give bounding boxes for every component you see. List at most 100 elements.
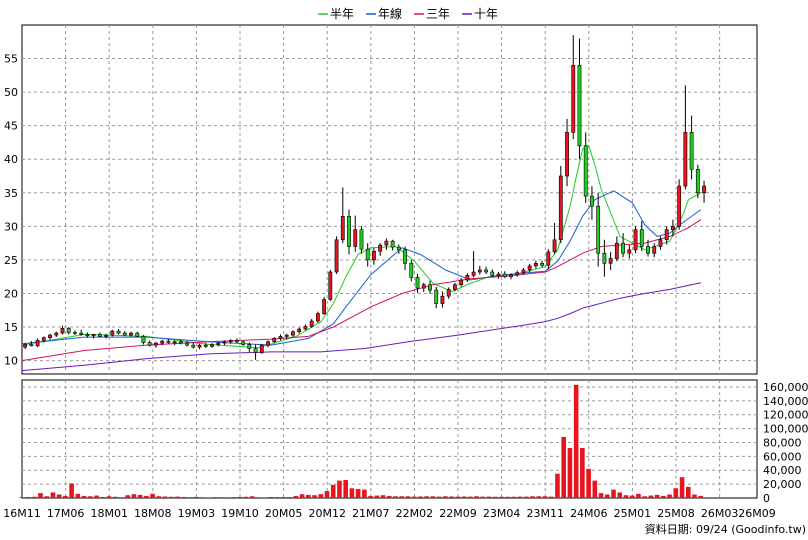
ma-line-2 [21,219,702,362]
candle-body-2 [35,340,40,347]
volume-bar-41 [274,497,280,498]
candle-body-77 [502,273,507,277]
candle-body-108 [695,168,700,194]
candle-body-68 [446,289,451,297]
candle-body-46 [309,320,314,327]
volume-bar-17 [125,495,130,498]
ma-line-1 [21,190,702,346]
volume-bar-87 [561,436,566,498]
x-tick-label-9: 22M02 [396,507,434,520]
volume-bar-0 [19,497,25,498]
volume-bar-105 [673,488,679,498]
volume-bar-108 [692,494,697,498]
volume-bar-71 [461,496,467,498]
volume-bar-107 [685,486,691,498]
price-tick-label-3: 25 [4,254,18,267]
candle-body-85 [552,239,557,253]
volume-bar-32 [218,497,224,498]
volume-bar-62 [405,496,411,498]
volume-bar-94 [604,494,610,498]
candle-body-35 [241,341,246,345]
candle-body-93 [602,252,607,264]
volume-bar-82 [530,496,535,498]
candle-body-54 [359,229,364,250]
volume-bar-27 [187,497,193,498]
volume-bar-109 [698,495,704,498]
price-tick-label-7: 45 [4,120,18,133]
volume-bar-1 [25,496,31,498]
x-tick-label-0: 16M11 [3,507,41,520]
candle-body-81 [527,265,532,271]
volume-bars [19,384,704,498]
volume-bar-50 [330,484,336,498]
volume-bar-95 [611,489,616,498]
candle-body-104 [671,226,675,231]
candle-body-20 [147,342,152,346]
candle-body-48 [322,299,326,314]
candle-body-42 [284,334,289,337]
volume-bar-38 [256,497,261,498]
candle-body-52 [347,215,351,247]
candle-body-64 [421,284,426,289]
candle-body-95 [614,242,619,259]
volume-bar-34 [231,497,236,498]
volume-bar-19 [137,494,143,498]
volume-bar-93 [598,493,604,498]
legend-label-1: 年線 [378,6,402,21]
volume-bar-88 [567,448,573,498]
price-panel-frame [21,24,758,375]
volume-bar-10 [81,495,87,498]
price-tick-label-4: 30 [4,220,18,233]
x-tick-label-5: 19M10 [221,507,259,520]
volume-bar-31 [212,497,218,498]
volume-bar-12 [94,495,99,498]
volume-bar-51 [337,480,342,498]
candle-body-78 [509,274,513,277]
volume-bar-46 [306,494,311,498]
candle-body-29 [203,344,208,347]
volume-bar-25 [175,496,180,498]
candle-body-21 [154,342,158,346]
candle-body-90 [583,145,588,197]
candle-body-71 [465,275,470,281]
candle-body-98 [633,229,638,251]
candle-body-41 [278,336,283,339]
volume-tick-label-0: 0 [763,492,770,505]
candle-body-40 [272,338,277,343]
volume-bar-79 [511,496,517,498]
volume-grid [22,380,757,498]
x-tick-label-2: 18M01 [90,507,128,520]
volume-bar-2 [31,496,37,498]
candle-body-37 [253,348,258,353]
price-tick-label-0: 10 [4,355,18,368]
candle-body-66 [434,289,439,304]
volume-tick-label-5: 100,000 [763,423,808,436]
price-tick-label-5: 35 [4,187,18,200]
legend: 半年 年線 三年 十年 [318,6,498,21]
candle-body-25 [178,341,183,344]
candle-body-7 [66,328,71,333]
price-tick-label-9: 55 [4,53,18,66]
volume-bar-73 [474,496,479,498]
volume-bar-52 [343,479,348,498]
candle-body-15 [116,330,121,334]
volume-bar-77 [499,496,504,498]
candle-body-34 [234,340,239,343]
candle-body-17 [129,332,133,336]
candle-body-32 [222,341,227,344]
candle-body-0 [23,344,28,348]
x-tick-label-13: 24M06 [570,507,608,520]
x-tick-label-7: 20M12 [308,507,346,520]
volume-bar-43 [287,497,292,498]
x-tick-label-16: 26M03 [701,507,739,520]
volume-tick-label-8: 160,000 [763,381,808,394]
volume-bar-56 [368,495,373,498]
candle-body-80 [521,269,526,273]
volume-bar-97 [623,495,629,498]
candle-body-72 [471,271,476,276]
candle-body-82 [533,262,538,267]
candle-body-94 [608,258,613,264]
candle-body-92 [596,205,601,254]
volume-bar-33 [225,497,230,498]
volume-tick-label-2: 40,000 [763,464,802,477]
